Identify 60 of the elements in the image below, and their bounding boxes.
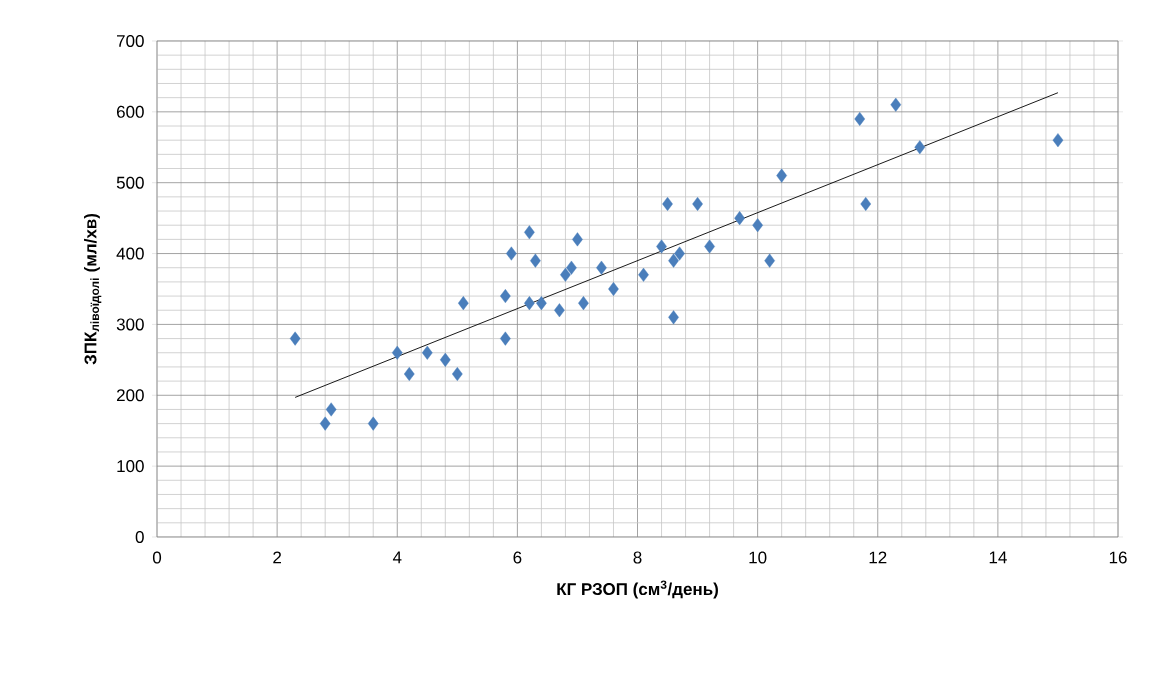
point (674, 246, 685, 261)
point (638, 267, 649, 282)
point (524, 296, 535, 311)
y-tick-label: 0 (135, 530, 144, 544)
x-tick-label: 2 (273, 551, 281, 564)
point (440, 352, 451, 367)
y-axis-title: $\text{ЗПК}_{\text{лівоїдолі}}\text{ (мл/хв)}$ (84, 213, 102, 365)
point (890, 97, 902, 112)
x-axis-title: КГ РЗОП (см$^{3}$/день) (557, 580, 718, 599)
y-tick-label: 500 (116, 176, 144, 189)
point (776, 168, 787, 183)
point (458, 296, 469, 311)
point (560, 267, 571, 282)
point (860, 196, 872, 211)
point (692, 196, 703, 211)
point (367, 416, 379, 431)
x-tick-label: 16 (1109, 551, 1127, 564)
point (524, 225, 535, 240)
point (914, 140, 926, 155)
point (608, 281, 619, 296)
point (764, 253, 775, 268)
point (566, 260, 577, 275)
point (668, 253, 679, 268)
x-tick-label: 12 (869, 551, 887, 564)
y-tick-label: 200 (116, 389, 144, 402)
x-tick-label: 8 (633, 551, 642, 564)
point (656, 239, 667, 254)
point (403, 367, 415, 382)
point (578, 296, 589, 311)
point (500, 289, 511, 304)
point (662, 196, 673, 211)
point (391, 345, 403, 360)
point (1052, 133, 1064, 148)
y-tick-label: 400 (116, 247, 144, 260)
point (704, 239, 715, 254)
point (854, 111, 866, 126)
point (325, 402, 337, 417)
point (596, 260, 607, 275)
point (752, 218, 763, 233)
point (554, 303, 565, 318)
x-tick-label: 6 (513, 551, 522, 564)
x-tick-label: 0 (152, 551, 162, 564)
x-tick-label: 10 (749, 551, 767, 564)
y-tick-label: 100 (117, 460, 144, 473)
point (319, 416, 331, 431)
point (452, 367, 463, 382)
point (289, 331, 301, 346)
point (530, 253, 541, 268)
point (734, 211, 745, 226)
y-tick-label: 300 (116, 318, 144, 331)
y-tick-label: 700 (117, 34, 144, 48)
point (536, 296, 547, 311)
x-tick-label: 14 (989, 551, 1007, 564)
point (421, 345, 433, 360)
point (572, 232, 583, 247)
point (668, 310, 679, 325)
point (500, 331, 511, 346)
x-tick-label: 4 (392, 551, 402, 564)
y-tick-label: 600 (116, 105, 144, 118)
point (506, 246, 517, 261)
